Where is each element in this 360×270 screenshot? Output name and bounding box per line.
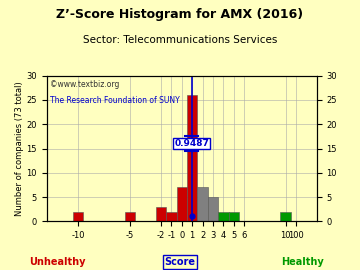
Text: 0.9487: 0.9487 [174,139,209,148]
Text: The Research Foundation of SUNY: The Research Foundation of SUNY [50,96,179,105]
Bar [229,212,239,221]
Bar [156,207,166,221]
Text: Score: Score [165,257,195,267]
Text: Sector: Telecommunications Services: Sector: Telecommunications Services [83,35,277,45]
Bar [187,95,197,221]
Text: ©www.textbiz.org: ©www.textbiz.org [50,80,119,89]
Text: Healthy: Healthy [281,257,324,267]
Bar [280,212,291,221]
Y-axis label: Number of companies (73 total): Number of companies (73 total) [15,81,24,216]
Bar [73,212,83,221]
Bar [125,212,135,221]
Bar [218,212,229,221]
Bar [177,187,187,221]
Bar [208,197,218,221]
Text: Z’-Score Histogram for AMX (2016): Z’-Score Histogram for AMX (2016) [57,8,303,21]
Text: Unhealthy: Unhealthy [30,257,86,267]
Bar [166,212,177,221]
Bar [197,187,208,221]
